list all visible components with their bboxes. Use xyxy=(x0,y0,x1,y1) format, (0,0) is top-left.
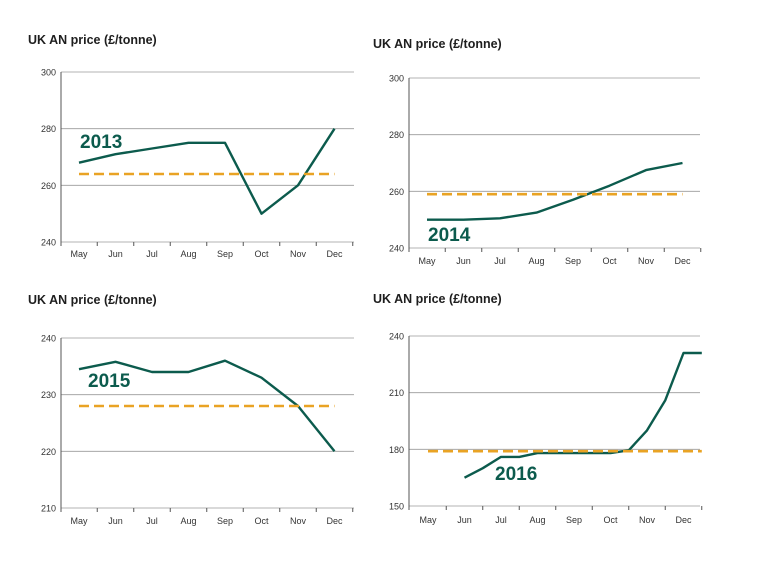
price-line xyxy=(78,359,336,453)
x-tick-label: Jun xyxy=(108,516,123,526)
x-tick-label: Jul xyxy=(495,515,507,525)
x-tick-label: Oct xyxy=(254,516,269,526)
x-tick-label: Dec xyxy=(326,249,343,259)
y-tick-label: 280 xyxy=(41,124,56,134)
x-tick-label: Jun xyxy=(456,256,471,266)
price-line xyxy=(463,351,702,479)
x-tick-label: Sep xyxy=(217,516,233,526)
y-tick-label: 260 xyxy=(41,181,56,191)
chart-panel-2014: UK AN price (£/tonne) 240 260 280 300 May Jun J… xyxy=(373,37,702,266)
y-tick-label: 240 xyxy=(41,238,56,248)
y-tick-label: 220 xyxy=(41,447,56,457)
x-tick-label: Sep xyxy=(217,249,233,259)
x-tick-label: Oct xyxy=(603,515,618,525)
y-tick-label: 260 xyxy=(389,187,404,197)
x-tick-label: Jul xyxy=(494,256,506,266)
chart-title: UK AN price (£/tonne) xyxy=(28,33,157,47)
chart-title: UK AN price (£/tonne) xyxy=(373,292,502,306)
x-tick-label: Nov xyxy=(290,516,307,526)
y-tick-label: 300 xyxy=(389,74,404,84)
year-label: 2016 xyxy=(495,464,537,485)
x-tick-label: Aug xyxy=(180,516,196,526)
x-tick-label: Dec xyxy=(675,515,692,525)
y-tick-label: 300 xyxy=(41,68,56,78)
y-tick-label: 280 xyxy=(389,130,404,140)
chart-panel-2013: UK AN price (£/tonne) 240 260 280 300 May Jun J… xyxy=(28,33,354,259)
chart-title: UK AN price (£/tonne) xyxy=(28,293,157,307)
x-tick-label: Aug xyxy=(529,515,545,525)
x-tick-label: Oct xyxy=(254,249,269,259)
x-tick-label: Nov xyxy=(638,256,655,266)
year-label: 2015 xyxy=(88,371,131,392)
y-tick-label: 240 xyxy=(41,334,56,344)
y-tick-label: 210 xyxy=(41,504,56,514)
chart-panel-2016: UK AN price (£/tonne) 150 180 210 240 May Jun J… xyxy=(373,292,703,525)
y-tick-label: 180 xyxy=(389,445,404,455)
x-tick-label: Sep xyxy=(566,515,582,525)
x-tick-label: May xyxy=(419,515,437,525)
x-tick-label: Aug xyxy=(528,256,544,266)
price-line xyxy=(78,128,336,215)
x-tick-label: May xyxy=(70,249,88,259)
y-tick-label: 240 xyxy=(389,332,404,342)
x-tick-label: Jul xyxy=(146,516,158,526)
chart-title: UK AN price (£/tonne) xyxy=(373,37,502,51)
y-tick-label: 240 xyxy=(389,244,404,254)
y-tick-label: 210 xyxy=(389,388,404,398)
x-tick-label: Nov xyxy=(639,515,656,525)
x-tick-label: May xyxy=(70,516,88,526)
year-label: 2013 xyxy=(80,132,122,153)
x-tick-label: Jun xyxy=(108,249,123,259)
price-line xyxy=(427,161,683,221)
chart-panel-2015: UK AN price (£/tonne) 210 220 230 240 May Jun J… xyxy=(28,293,354,526)
x-tick-label: Dec xyxy=(674,256,691,266)
x-tick-label: Nov xyxy=(290,249,307,259)
y-tick-label: 230 xyxy=(41,390,56,400)
x-tick-label: Aug xyxy=(180,249,196,259)
x-tick-label: Oct xyxy=(602,256,617,266)
x-tick-label: Jun xyxy=(457,515,472,525)
y-tick-label: 150 xyxy=(389,502,404,512)
x-tick-label: Jul xyxy=(146,249,158,259)
x-tick-label: Sep xyxy=(565,256,581,266)
x-tick-label: May xyxy=(418,256,436,266)
year-label: 2014 xyxy=(428,225,471,246)
x-tick-label: Dec xyxy=(326,516,343,526)
